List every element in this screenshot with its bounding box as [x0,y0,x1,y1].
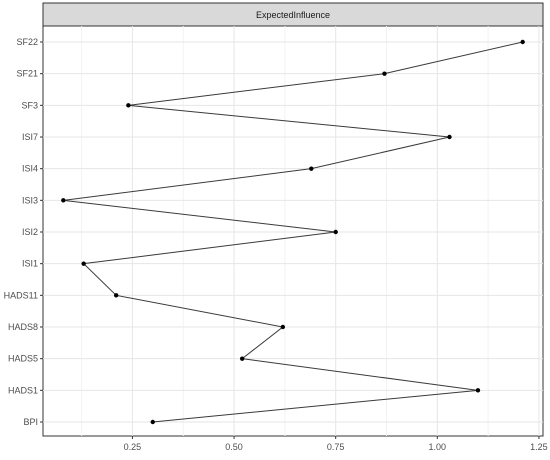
x-tick-label: 0.75 [327,442,345,452]
data-point [126,103,131,108]
data-point [475,388,481,393]
y-axis-ticks: SF22 SF21 SF3 ISI7 ISI4 ISI3 ISI2 ISI1 HADS11 HAD… [4,37,43,427]
data-point [61,198,66,203]
data-point [333,229,338,235]
y-tick-label: HADS5 [8,354,38,364]
x-tick-label: 0.50 [225,442,243,452]
y-tick-label: HADS8 [8,322,38,332]
y-tick-label: HADS11 [4,290,38,300]
x-tick-label: 1.25 [530,442,548,452]
x-tick-label: 0.25 [124,442,142,452]
points-layer [61,39,525,425]
data-point [113,293,119,298]
data-point [81,261,86,266]
data-point [309,166,314,171]
y-tick-label: ISI7 [22,132,38,142]
y-tick-label: HADS1 [8,385,38,395]
y-tick-label: ISI4 [22,164,38,174]
major-gridlines [43,26,543,436]
data-point [280,324,286,330]
y-tick-label: ISI3 [22,195,38,205]
data-point [447,134,452,140]
data-point [239,356,245,361]
y-tick-label: ISI1 [22,259,38,269]
y-tick-label: SF3 [21,100,38,110]
y-tick-label: BPI [23,417,38,427]
plot-panel [42,25,544,437]
y-tick-label: ISI2 [22,227,38,237]
x-tick-label: 1.00 [429,442,447,452]
data-point [520,39,525,45]
minor-gridlines [81,26,489,436]
y-tick-label: SF22 [16,37,38,47]
data-point [382,71,387,76]
x-axis-ticks: 0.25 0.50 0.75 1.00 1.25 [124,436,548,452]
y-tick-label: SF21 [16,69,38,79]
facet-strip-label: ExpectedInfluence [256,10,330,20]
data-point [150,419,155,425]
